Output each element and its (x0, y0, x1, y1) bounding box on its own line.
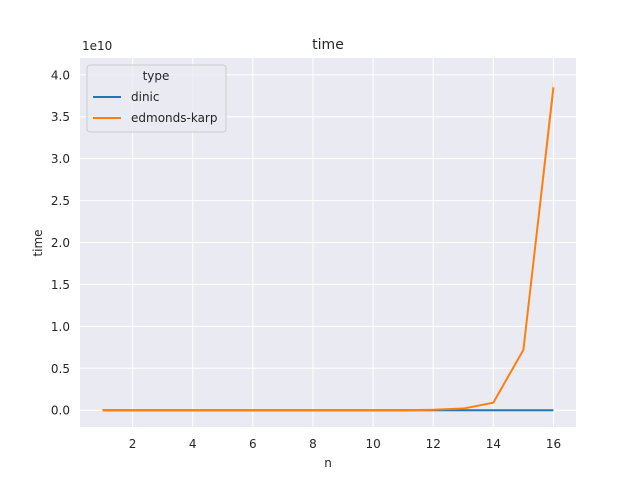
series-lines (102, 87, 555, 412)
legend-label-edmonds-karp: edmonds-karp (131, 111, 217, 125)
x-tick-label: 14 (486, 437, 501, 451)
y-tick-labels: 0.0 0.5 1.0 1.5 2.0 2.5 3.0 3.5 4.0 (51, 68, 70, 417)
x-tick-label: 12 (426, 437, 441, 451)
legend-title: type (143, 69, 170, 83)
x-tick-label: 4 (189, 437, 197, 451)
y-tick-label: 1.5 (51, 278, 70, 292)
y-tick-label: 1.0 (51, 320, 70, 334)
x-tick-label: 10 (365, 437, 380, 451)
x-tick-label: 6 (249, 437, 257, 451)
x-tick-label: 8 (309, 437, 317, 451)
x-tick-label: 16 (546, 437, 561, 451)
legend-label-dinic: dinic (131, 90, 160, 104)
series-line-edmonds-karp (102, 87, 555, 412)
y-tick-label: 4.0 (51, 68, 70, 82)
y-axis-label: time (31, 229, 45, 256)
x-tick-labels: 2 4 6 8 10 12 14 16 (129, 437, 561, 451)
y-tick-label: 3.5 (51, 110, 70, 124)
x-tick-label: 2 (129, 437, 137, 451)
legend: type dinic edmonds-karp (86, 64, 227, 133)
chart-title: time (312, 37, 344, 53)
y-tick-label: 3.0 (51, 152, 70, 166)
y-tick-label: 2.0 (51, 236, 70, 250)
x-axis-label: n (324, 456, 332, 470)
y-tick-label: 0.5 (51, 362, 70, 376)
y-tick-label: 0.0 (51, 404, 70, 418)
y-axis-multiplier: 1e10 (82, 39, 112, 53)
y-tick-label: 2.5 (51, 194, 70, 208)
legend-box (86, 64, 227, 133)
